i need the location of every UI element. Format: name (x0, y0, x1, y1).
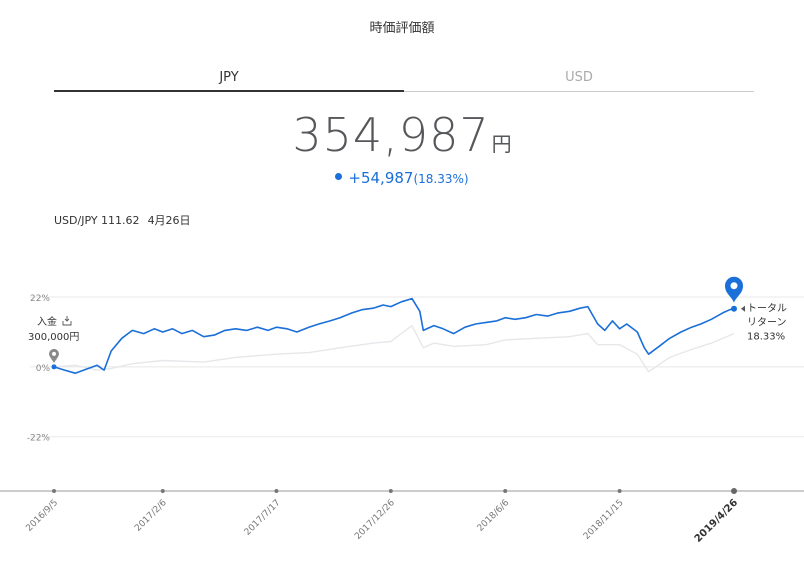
series-line-portfolio (53, 297, 735, 374)
x-tick-label: 2017/2/6 (133, 498, 169, 534)
x-tick-dot (388, 489, 393, 493)
valuation-amount: 354,987 円 (0, 108, 804, 162)
deposit-pin-hole (52, 351, 56, 356)
x-tick-dot (617, 489, 622, 493)
tab-usd[interactable]: USD (404, 70, 754, 92)
x-tick-dot (274, 489, 279, 493)
chart-series (53, 297, 735, 374)
x-axis: 2016/9/5 2017/2/6 2017/7/17 2017/12/26 2018/… (0, 488, 804, 545)
fx-rate: USD/JPY 111.62 4月26日 (54, 212, 199, 228)
x-tick-dot (160, 489, 165, 493)
x-tick-label: 2018/11/15 (582, 498, 626, 542)
change-amount: +54,987 (348, 169, 414, 187)
x-tick-label: 2019/4/26 (693, 497, 740, 544)
fx-pair: USD/JPY 111.62 (54, 214, 140, 227)
total-return-label-2: リターン (747, 317, 787, 329)
deposit-pin-icon (49, 348, 60, 363)
chart-grid: 22% 0% -22% (27, 294, 804, 444)
valuation-change: +54,987(18.33%) (0, 169, 804, 187)
x-tick-label: 2018/6/6 (476, 498, 512, 534)
x-tick-dot (503, 489, 508, 493)
change-dot-icon (335, 173, 343, 180)
x-tick-label: 2017/7/17 (243, 498, 283, 538)
location-pin-hole (730, 282, 738, 290)
x-tick-label: 2016/9/5 (24, 498, 60, 534)
currency-tabs: JPY USD (54, 70, 754, 92)
inbox-icon (62, 316, 72, 326)
series-line-benchmark (53, 324, 735, 373)
end-point (731, 305, 737, 312)
x-tick-dot (52, 489, 56, 493)
valuation-unit: 円 (491, 132, 512, 156)
x-tick-label: 2017/12/26 (353, 498, 397, 542)
x-tick-dot (731, 488, 737, 494)
valuation-number: 354,987 (292, 108, 490, 162)
change-percent: (18.33%) (413, 172, 469, 186)
deposit-label: 入金 (37, 315, 57, 328)
y-tick-label: -22% (27, 434, 51, 444)
total-return-value: 18.33% (747, 332, 785, 343)
y-tick-label: 22% (30, 294, 50, 304)
fx-date: 4月26日 (147, 214, 191, 227)
location-pin-icon (725, 276, 743, 303)
y-tick-label: 0% (36, 364, 51, 374)
tab-jpy[interactable]: JPY (54, 70, 404, 92)
total-return-label-1: トータル (747, 303, 787, 315)
deposit-amount: 300,000円 (28, 332, 79, 343)
page-title: 時価評価額 (369, 21, 435, 36)
return-pointer-icon (741, 305, 745, 312)
start-point (51, 364, 57, 370)
